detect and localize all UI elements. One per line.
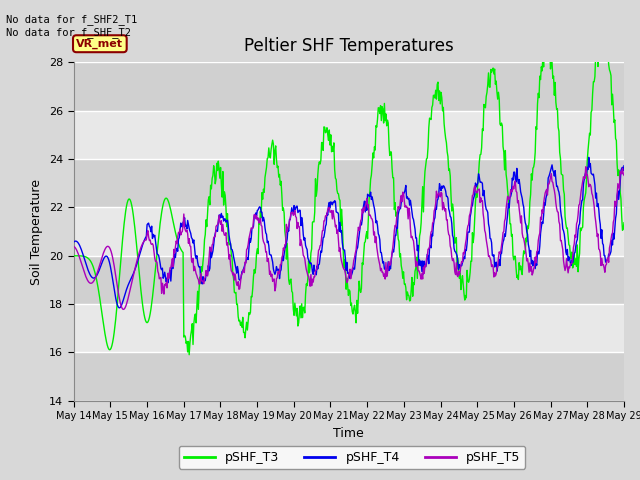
pSHF_T5	[70, 243, 77, 249]
pSHF_T5	[582, 164, 589, 170]
pSHF_T3	[136, 280, 144, 286]
Bar	[74, 352, 624, 401]
pSHF_T5	[417, 273, 424, 278]
Legend: pSHF_T3, pSHF_T4, pSHF_T5: pSHF_T3, pSHF_T4, pSHF_T5	[179, 446, 525, 469]
pSHF_T3	[417, 229, 424, 235]
pSHF_T3	[222, 204, 230, 210]
Bar	[74, 256, 624, 304]
Text: No data for f_SHF2_T1
No data for f_SHF_T2: No data for f_SHF2_T1 No data for f_SHF_…	[6, 14, 138, 38]
pSHF_T5	[137, 244, 145, 250]
pSHF_T4	[193, 253, 201, 259]
pSHF_T3	[80, 253, 88, 259]
Bar	[74, 159, 624, 207]
pSHF_T4	[116, 305, 124, 311]
pSHF_T4	[620, 163, 628, 168]
Bar	[74, 111, 624, 159]
pSHF_T4	[70, 240, 77, 245]
Bar	[74, 304, 624, 352]
Line: pSHF_T3: pSHF_T3	[74, 26, 624, 355]
Y-axis label: Soil Temperature: Soil Temperature	[30, 179, 44, 285]
Text: VR_met: VR_met	[76, 38, 124, 49]
pSHF_T3	[186, 352, 193, 358]
pSHF_T4	[137, 247, 145, 253]
pSHF_T3	[596, 24, 604, 29]
pSHF_T4	[433, 206, 440, 212]
pSHF_T3	[620, 220, 628, 226]
pSHF_T4	[585, 155, 593, 160]
pSHF_T5	[120, 307, 127, 312]
Line: pSHF_T4: pSHF_T4	[74, 157, 624, 308]
Title: Peltier SHF Temperatures: Peltier SHF Temperatures	[244, 37, 454, 55]
pSHF_T5	[433, 188, 440, 194]
pSHF_T3	[433, 96, 440, 102]
pSHF_T4	[417, 263, 424, 268]
Bar	[74, 62, 624, 111]
pSHF_T3	[70, 253, 77, 259]
pSHF_T4	[80, 253, 88, 259]
pSHF_T5	[620, 172, 628, 178]
pSHF_T3	[193, 305, 201, 311]
pSHF_T4	[222, 219, 230, 225]
pSHF_T5	[80, 267, 88, 273]
Bar	[74, 207, 624, 256]
pSHF_T5	[193, 273, 201, 278]
X-axis label: Time: Time	[333, 427, 364, 440]
pSHF_T5	[222, 230, 230, 236]
Line: pSHF_T5: pSHF_T5	[74, 167, 624, 310]
